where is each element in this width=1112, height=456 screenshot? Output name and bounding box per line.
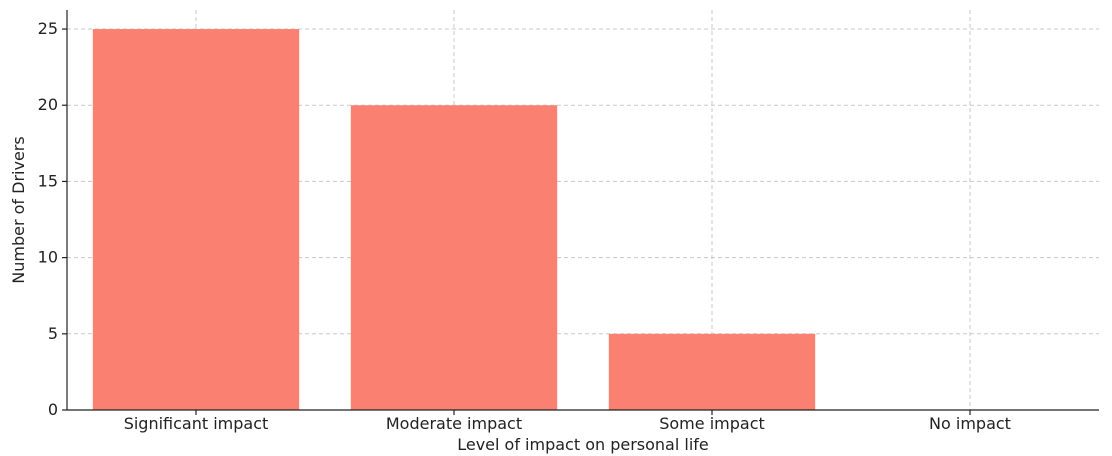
y-tick-label: 5 [48, 324, 58, 343]
y-tick-label: 10 [38, 248, 58, 267]
bar-layer [92, 29, 816, 411]
bar-moderate-impact [350, 105, 558, 410]
x-tick-label: Some impact [659, 414, 765, 433]
x-axis-label: Level of impact on personal life [457, 435, 709, 454]
y-axis-label: Number of Drivers [9, 136, 28, 283]
y-tick-label: 20 [38, 95, 58, 114]
bar-some-impact [608, 333, 816, 410]
bar-significant-impact [92, 29, 300, 411]
x-tick-label: Significant impact [124, 414, 269, 433]
x-tick-layer: Significant impact Moderate impact Some im… [124, 410, 1011, 433]
x-tick-label: No impact [929, 414, 1011, 433]
y-tick-layer: 0 5 10 15 20 25 [38, 19, 67, 419]
y-tick-label: 0 [48, 400, 58, 419]
y-tick-label: 15 [38, 171, 58, 190]
x-tick-label: Moderate impact [386, 414, 522, 433]
axis-layer [66, 10, 1099, 411]
y-tick-label: 25 [38, 19, 58, 38]
